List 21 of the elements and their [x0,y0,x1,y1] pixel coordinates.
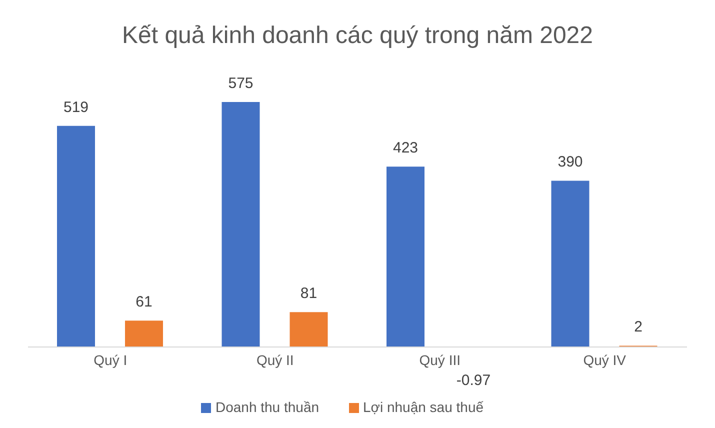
data-label: 61 [136,294,152,311]
x-tick-label: Quý II [256,352,294,368]
legend-label: Lợi nhuận sau thuế [363,399,484,415]
data-label: 2 [634,318,642,336]
bar [222,102,260,347]
bar [290,312,328,347]
data-label: -0.97 [456,372,491,389]
data-label: 575 [228,75,254,92]
x-tick-label: Quý IV [583,352,627,368]
legend-label: Doanh thu thuần [215,399,320,415]
bar [386,166,424,347]
bar [57,126,95,347]
x-tick-label: Quý III [419,352,460,368]
bar [125,320,163,347]
data-label: 390 [558,154,583,171]
data-label: 423 [392,140,418,157]
bar [551,180,590,347]
data-label: 519 [63,98,89,116]
chart-title: Kết quả kinh doanh các quý trong năm 2022 [121,21,594,51]
data-label: 81 [300,285,318,302]
x-tick-label: Quý I [94,352,128,368]
